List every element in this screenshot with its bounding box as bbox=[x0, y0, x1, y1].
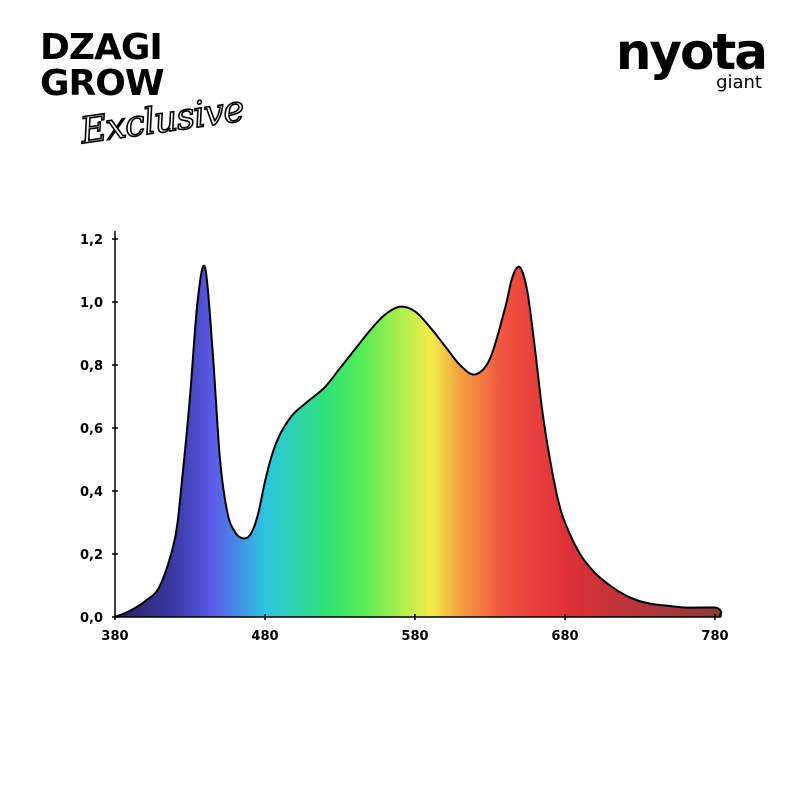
brand-logo-left: DZAGI GROW Exclusive bbox=[40, 27, 247, 154]
x-tick-label: 480 bbox=[251, 629, 278, 644]
y-tick-label: 0,8 bbox=[80, 359, 103, 374]
spectrum-line bbox=[114, 264, 723, 618]
y-tick-label: 0,0 bbox=[80, 611, 103, 626]
x-tick-label: 580 bbox=[401, 629, 428, 644]
y-tick-label: 0,4 bbox=[80, 485, 103, 500]
brand-left-line1: DZAGI bbox=[40, 27, 163, 68]
x-tick-label: 780 bbox=[701, 629, 728, 644]
brand-logo-right: nyota giant bbox=[576, 23, 768, 104]
brand-right-logo: nyota bbox=[615, 23, 768, 81]
y-tick-label: 0,6 bbox=[80, 422, 103, 437]
y-tick-label: 1,2 bbox=[80, 233, 103, 248]
brand-left-line2: GROW bbox=[40, 63, 165, 104]
spectrum-area bbox=[115, 265, 722, 617]
x-tick-label: 380 bbox=[101, 629, 128, 644]
brand-right-sub: giant bbox=[716, 72, 762, 93]
y-tick-label: 0,2 bbox=[80, 548, 103, 563]
x-tick-label: 680 bbox=[551, 629, 578, 644]
y-tick-label: 1,0 bbox=[80, 296, 103, 311]
